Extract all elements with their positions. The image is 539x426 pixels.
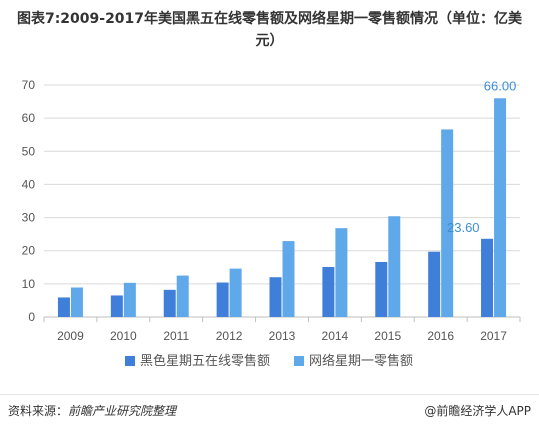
bar-black-friday-2014	[322, 266, 335, 317]
bars	[57, 98, 507, 317]
x-tick-label-2009: 2009	[57, 329, 84, 343]
x-tick-label-2013: 2013	[269, 329, 296, 343]
chart-title: 图表7:2009-2017年美国黑五在线零售额及网络星期一零售额情况（单位：亿美…	[16, 11, 523, 49]
y-tick-label-50: 50	[22, 144, 36, 158]
bar-cyber-monday-2015	[388, 216, 401, 317]
legend-cyber-monday-label: 网络星期一零售额	[309, 353, 413, 369]
source-label: 资料来源：	[8, 404, 69, 418]
x-tick-label-2016: 2016	[427, 329, 454, 343]
footer: 资料来源：前瞻产业研究院整理 @前瞻经济学人APP	[0, 394, 539, 426]
bar-cyber-monday-2012	[229, 268, 242, 317]
bar-chart: 0 10 20 30 40 50 60 70 2009 2010 2011 2012 2013 2014…	[22, 78, 521, 369]
bar-cyber-monday-2011	[176, 275, 189, 317]
y-tick-label-60: 60	[22, 111, 36, 125]
x-tick-label-2011: 2011	[163, 329, 189, 343]
bar-black-friday-2010	[110, 295, 123, 317]
x-tick-label-2010: 2010	[110, 329, 137, 343]
bar-black-friday-2011	[163, 289, 176, 317]
x-tick-label-2017: 2017	[480, 329, 507, 343]
y-tick-label-0: 0	[28, 310, 35, 324]
y-axis: 0 10 20 30 40 50 60 70	[22, 78, 36, 324]
bar-cyber-monday-2017	[494, 98, 507, 317]
data-labels: 23.60 66.00	[447, 78, 516, 235]
legend: 黑色星期五在线零售额 网络星期一零售额	[125, 353, 413, 369]
legend-black-friday-label: 黑色星期五在线零售额	[140, 353, 270, 369]
data-label-2017-cyber-monday: 66.00	[484, 78, 517, 93]
legend-cyber-monday-swatch	[294, 356, 304, 366]
bar-cyber-monday-2014	[335, 228, 348, 317]
bar-black-friday-2016	[428, 251, 441, 317]
bar-cyber-monday-2016	[441, 129, 454, 317]
bar-cyber-monday-2013	[282, 241, 295, 317]
x-tick-label-2015: 2015	[374, 329, 401, 343]
y-tick-label-70: 70	[22, 78, 36, 92]
bar-black-friday-2012	[216, 282, 229, 317]
bar-black-friday-2015	[375, 261, 388, 317]
y-tick-label-40: 40	[22, 177, 36, 191]
bar-black-friday-2013	[269, 277, 282, 317]
x-tick-label-2012: 2012	[216, 329, 243, 343]
y-tick-label-30: 30	[22, 211, 36, 225]
source-text: 前瞻产业研究院整理	[68, 404, 177, 418]
data-label-2017-black-friday: 23.60	[447, 220, 480, 235]
bar-black-friday-2009	[57, 297, 70, 317]
x-axis: 2009 2010 2011 2012 2013 2014 2015 2016 2017	[43, 316, 521, 343]
bar-cyber-monday-2010	[123, 282, 136, 317]
x-tick-label-2014: 2014	[322, 329, 349, 343]
bar-cyber-monday-2009	[70, 287, 83, 317]
brand-watermark: @前瞻经济学人APP	[424, 404, 531, 418]
legend-black-friday-swatch	[125, 356, 135, 366]
y-tick-label-10: 10	[22, 277, 36, 291]
source-note: 资料来源：前瞻产业研究院整理	[8, 402, 176, 419]
bar-black-friday-2017	[481, 238, 494, 317]
y-tick-label-20: 20	[22, 244, 36, 258]
